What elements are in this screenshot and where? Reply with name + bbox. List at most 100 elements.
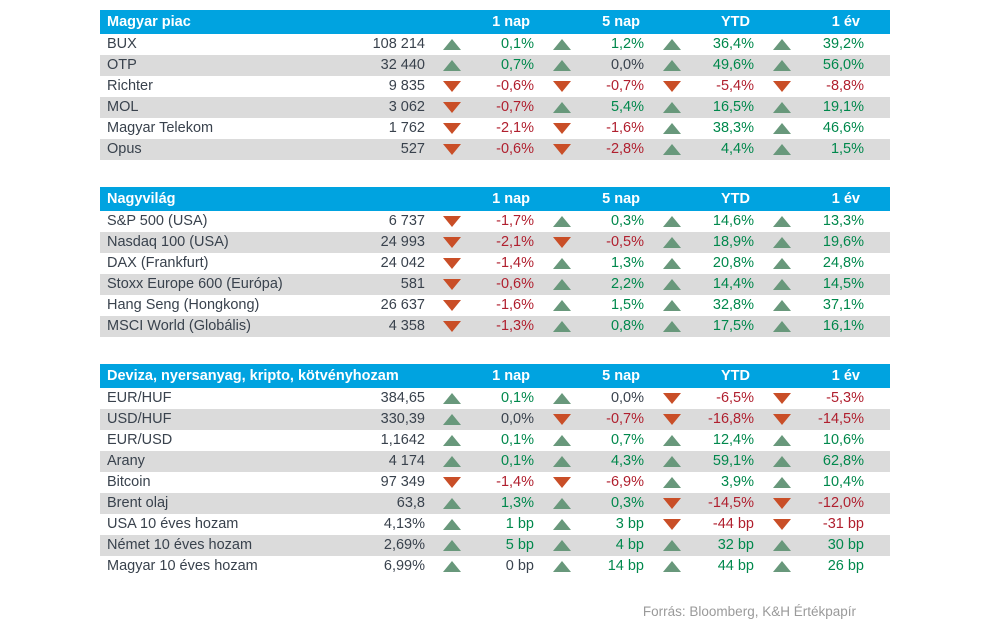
change-value: 56,0% — [822, 57, 864, 73]
table-row: Arany 4 174 0,1% 4,3% 59,1% 62,8% — [100, 451, 890, 472]
change-value: 32,8% — [712, 297, 754, 313]
down-arrow-icon — [443, 144, 461, 155]
table-body: BUX 108 214 0,1% 1,2% 36,4% 39,2% OTP 32 44… — [100, 34, 890, 160]
up-arrow-icon — [443, 39, 461, 50]
instrument-name: Bitcoin — [107, 474, 151, 490]
change-direction — [760, 211, 804, 232]
change-value: -6,9% — [606, 474, 644, 490]
up-arrow-icon — [553, 321, 571, 332]
up-arrow-icon — [773, 300, 791, 311]
up-arrow-icon — [663, 258, 681, 269]
change-direction — [650, 76, 694, 97]
column-header: 5 nap — [602, 14, 640, 30]
up-arrow-icon — [443, 456, 461, 467]
change-direction — [650, 472, 694, 493]
up-arrow-icon — [553, 393, 571, 404]
up-arrow-icon — [553, 540, 571, 551]
instrument-name: Richter — [107, 78, 153, 94]
change-value: 59,1% — [712, 453, 754, 469]
change-value: 18,9% — [712, 234, 754, 250]
change-value: 24,8% — [822, 255, 864, 271]
instrument-name: S&P 500 (USA) — [107, 213, 208, 229]
table-row: Opus 527 -0,6% -2,8% 4,4% 1,5% — [100, 139, 890, 160]
up-arrow-icon — [553, 279, 571, 290]
change-direction — [540, 139, 584, 160]
change-direction — [540, 76, 584, 97]
change-direction — [430, 232, 474, 253]
instrument-name: Nasdaq 100 (USA) — [107, 234, 229, 250]
change-direction — [540, 535, 584, 556]
up-arrow-icon — [663, 435, 681, 446]
change-direction — [650, 556, 694, 577]
change-direction — [760, 232, 804, 253]
down-arrow-icon — [773, 498, 791, 509]
table-row: EUR/USD 1,1642 0,1% 0,7% 12,4% 10,6% — [100, 430, 890, 451]
change-value: -0,7% — [606, 411, 644, 427]
down-arrow-icon — [443, 279, 461, 290]
change-direction — [430, 430, 474, 451]
change-direction — [760, 493, 804, 514]
change-value: 4,3% — [610, 453, 644, 469]
table-row: USA 10 éves hozam 4,13% 1 bp 3 bp -44 bp -3… — [100, 514, 890, 535]
table-row: Richter 9 835 -0,6% -0,7% -5,4% -8,8% — [100, 76, 890, 97]
up-arrow-icon — [553, 435, 571, 446]
table-row: MSCI World (Globális) 4 358 -1,3% 0,8% 17,… — [100, 316, 890, 337]
change-value: -5,4% — [716, 78, 754, 94]
change-value: 14 bp — [607, 558, 644, 574]
change-value: 44 bp — [717, 558, 754, 574]
change-value: -16,8% — [708, 411, 754, 427]
up-arrow-icon — [773, 39, 791, 50]
change-value: 20,8% — [712, 255, 754, 271]
change-direction — [430, 118, 474, 139]
change-direction — [760, 409, 804, 430]
change-value: -1,3% — [496, 318, 534, 334]
change-value: 5 bp — [505, 537, 534, 553]
instrument-name: EUR/USD — [107, 432, 173, 448]
down-arrow-icon — [663, 519, 681, 530]
change-value: 1,3% — [500, 495, 534, 511]
change-value: -44 bp — [712, 516, 754, 532]
down-arrow-icon — [443, 477, 461, 488]
column-header: 1 nap — [492, 368, 530, 384]
column-header: 1 év — [831, 191, 860, 207]
up-arrow-icon — [663, 216, 681, 227]
change-direction — [760, 295, 804, 316]
change-value: -8,8% — [826, 78, 864, 94]
change-value: 32 bp — [717, 537, 754, 553]
up-arrow-icon — [663, 279, 681, 290]
change-direction — [650, 316, 694, 337]
change-value: -1,6% — [606, 120, 644, 136]
instrument-name: Stoxx Europe 600 (Európa) — [107, 276, 283, 292]
change-direction — [540, 316, 584, 337]
column-header: 1 nap — [492, 191, 530, 207]
change-value: -0,7% — [496, 99, 534, 115]
change-direction — [540, 514, 584, 535]
change-direction — [430, 211, 474, 232]
instrument-value: 63,8 — [396, 495, 425, 511]
table-row: DAX (Frankfurt) 24 042 -1,4% 1,3% 20,8% 24,… — [100, 253, 890, 274]
change-direction — [540, 472, 584, 493]
change-value: 4,4% — [720, 141, 754, 157]
instrument-value: 4,13% — [383, 516, 425, 532]
down-arrow-icon — [443, 102, 461, 113]
down-arrow-icon — [443, 300, 461, 311]
change-direction — [760, 451, 804, 472]
instrument-value: 3 062 — [388, 99, 425, 115]
table-body: EUR/HUF 384,65 0,1% 0,0% -6,5% -5,3% USD/HU… — [100, 388, 890, 577]
up-arrow-icon — [663, 39, 681, 50]
change-value: 16,5% — [712, 99, 754, 115]
table-row: Nasdaq 100 (USA) 24 993 -2,1% -0,5% 18,9% 1… — [100, 232, 890, 253]
down-arrow-icon — [553, 123, 571, 134]
tables: Magyar piac 1 nap 5 nap YTD 1 év BUX 108 21… — [100, 10, 890, 577]
change-direction — [430, 76, 474, 97]
change-value: 0 bp — [505, 558, 534, 574]
down-arrow-icon — [553, 81, 571, 92]
instrument-value: 24 993 — [380, 234, 425, 250]
change-direction — [650, 55, 694, 76]
up-arrow-icon — [663, 102, 681, 113]
up-arrow-icon — [553, 498, 571, 509]
instrument-value: 1 762 — [388, 120, 425, 136]
change-direction — [540, 556, 584, 577]
change-direction — [760, 34, 804, 55]
instrument-name: MSCI World (Globális) — [107, 318, 251, 334]
